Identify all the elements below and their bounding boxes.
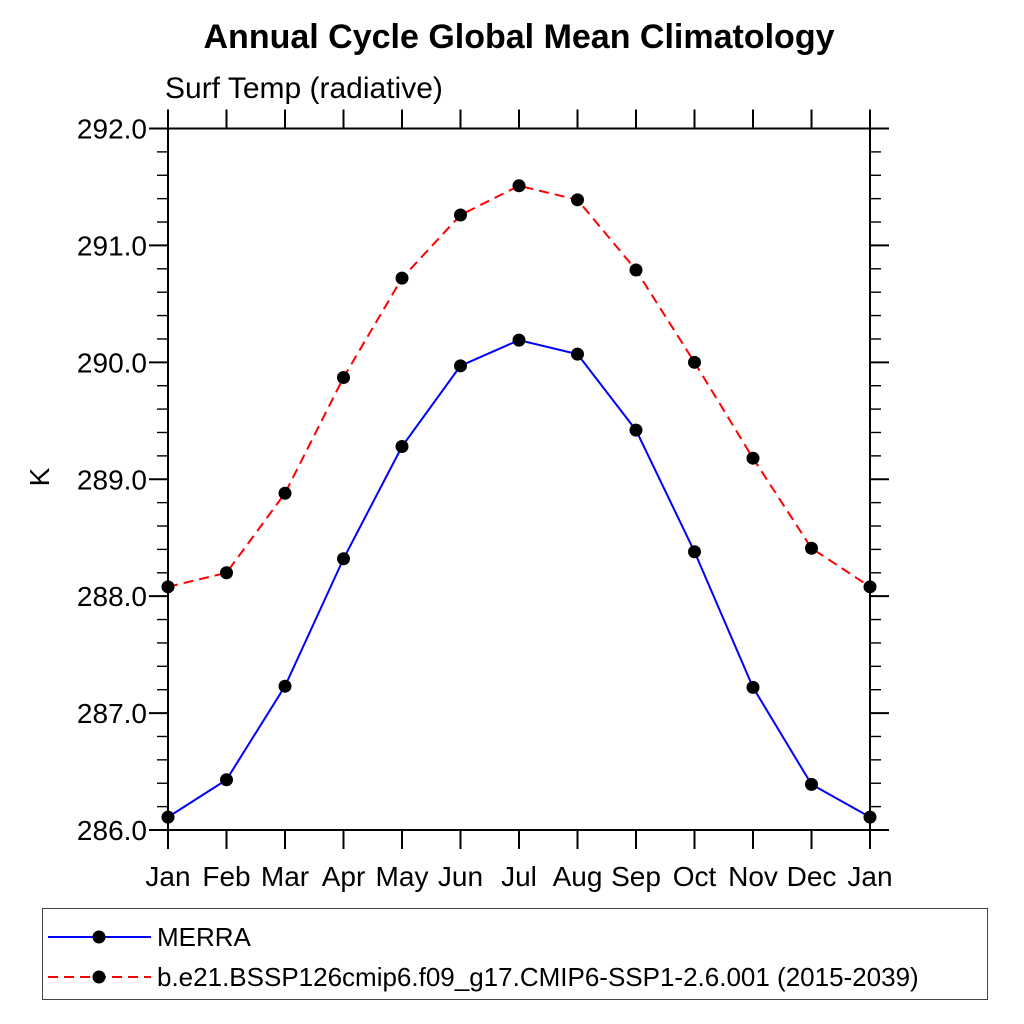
data-point-marker xyxy=(746,451,760,465)
x-tick-label: Sep xyxy=(611,861,661,892)
data-point-marker xyxy=(629,263,643,277)
x-tick-label: Aug xyxy=(553,861,603,892)
x-tick-label: Apr xyxy=(322,861,366,892)
x-tick-label: Dec xyxy=(787,861,837,892)
data-point-marker xyxy=(337,371,350,385)
data-point-marker xyxy=(454,359,467,373)
data-point-marker xyxy=(278,679,292,693)
data-point-marker xyxy=(220,566,233,580)
data-point-marker xyxy=(220,773,233,787)
series-line-1 xyxy=(167,184,871,588)
y-tick-label: 289.0 xyxy=(77,464,147,495)
y-tick-label: 292.0 xyxy=(77,114,147,145)
legend-swatch-marker xyxy=(92,930,106,944)
x-tick-label: Nov xyxy=(728,861,778,892)
data-point-marker xyxy=(571,347,584,361)
x-tick-label: Jan xyxy=(145,861,190,892)
data-point-marker xyxy=(863,810,877,824)
legend-label-merra: MERRA xyxy=(157,921,251,952)
x-tick-label: May xyxy=(376,861,429,892)
x-tick-label: Oct xyxy=(673,861,717,892)
data-point-marker xyxy=(337,552,350,566)
data-point-marker xyxy=(805,541,818,555)
data-point-marker xyxy=(805,777,818,791)
data-point-marker xyxy=(454,208,467,222)
y-tick-label: 290.0 xyxy=(77,347,147,378)
data-point-marker xyxy=(863,580,877,594)
series-line-0 xyxy=(167,339,871,819)
data-point-marker xyxy=(278,486,292,500)
data-point-marker xyxy=(395,271,409,285)
data-point-marker xyxy=(512,179,526,193)
chart-subtitle: Surf Temp (radiative) xyxy=(165,72,443,105)
plot-frame xyxy=(167,127,871,831)
data-point-marker xyxy=(688,355,701,369)
chart-title: Annual Cycle Global Mean Climatology xyxy=(203,18,835,56)
data-point-marker xyxy=(512,333,526,347)
data-point-marker xyxy=(395,440,409,454)
y-tick-label: 287.0 xyxy=(77,698,147,729)
data-point-marker xyxy=(629,423,643,437)
merra-line-swatch xyxy=(48,930,151,944)
x-tick-label: Jul xyxy=(501,861,537,892)
legend-label-ssp126: b.e21.BSSP126cmip6.f09_g17.CMIP6-SSP1-2.… xyxy=(157,961,919,992)
x-tick-label: Feb xyxy=(202,861,250,892)
x-tick-label: Jan xyxy=(847,861,892,892)
legend-item-merra: MERRA xyxy=(47,921,251,953)
data-point-marker xyxy=(161,580,175,594)
y-tick-label: 291.0 xyxy=(77,230,147,261)
x-tick-label: Jun xyxy=(438,861,483,892)
legend-swatch-marker xyxy=(92,970,106,984)
y-tick-label: 288.0 xyxy=(77,581,147,612)
y-tick-label: 286.0 xyxy=(77,815,147,846)
legend-box: MERRA b.e21.BSSP126cmip6.f09_g17.CMIP6-S… xyxy=(42,908,988,1000)
plot-area: Jan Feb Mar Apr May Jun Jul Aug Sep Oct Nov Dec Jan 2… xyxy=(77,109,893,892)
ssp126-line-swatch xyxy=(48,970,151,984)
data-point-marker xyxy=(746,680,760,694)
data-point-marker xyxy=(161,810,175,824)
data-point-marker xyxy=(571,193,584,207)
data-point-marker xyxy=(688,545,701,559)
legend-item-ssp126: b.e21.BSSP126cmip6.f09_g17.CMIP6-SSP1-2.… xyxy=(47,961,919,993)
x-tick-label: Mar xyxy=(261,861,309,892)
